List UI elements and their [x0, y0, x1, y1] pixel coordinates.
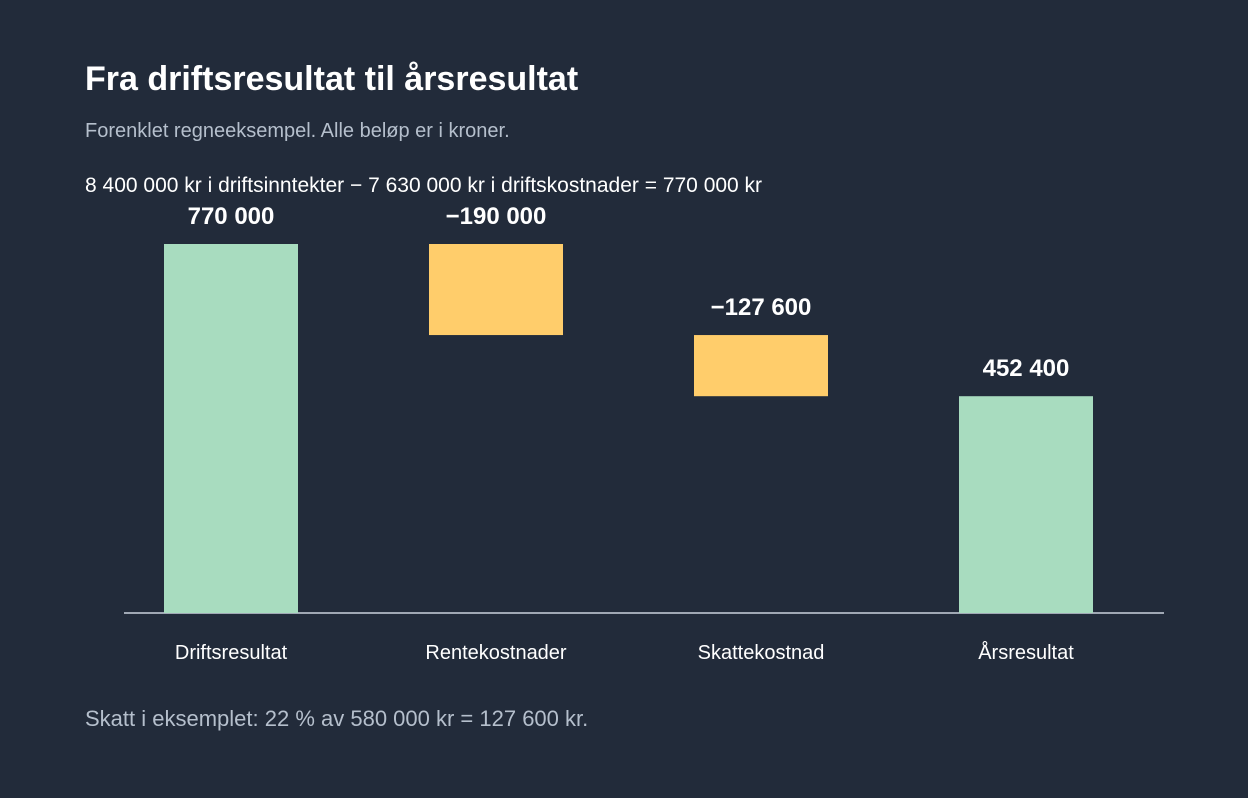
- bar-total: [959, 396, 1093, 613]
- category-label: Årsresultat: [978, 641, 1074, 664]
- bar-value-label: 770 000: [188, 203, 275, 230]
- category-label: Rentekostnader: [425, 642, 567, 664]
- category-label: Skattekostnad: [698, 642, 825, 664]
- operating-result-formula: 8 400 000 kr i driftsinntekter − 7 630 0…: [85, 174, 763, 197]
- chart-subtitle: Forenklet regneeksempel. Alle beløp er i…: [85, 120, 510, 142]
- bar-value-label: −190 000: [446, 203, 547, 230]
- bar-decrease: [429, 244, 563, 336]
- bar-total: [164, 244, 298, 613]
- bar-decrease: [694, 335, 828, 397]
- chart-title: Fra driftsresultat til årsresultat: [85, 60, 579, 98]
- bar-value-label: 452 400: [983, 355, 1070, 382]
- bar-value-label: −127 600: [711, 294, 812, 321]
- tax-footnote: Skatt i eksemplet: 22 % av 580 000 kr = …: [85, 706, 589, 731]
- category-label: Driftsresultat: [175, 642, 288, 664]
